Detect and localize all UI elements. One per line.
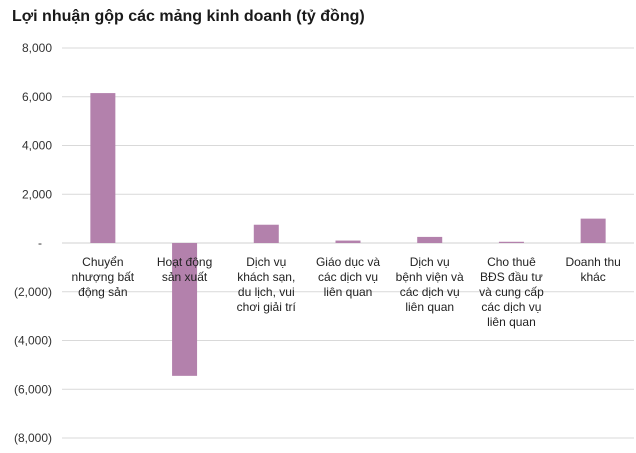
category-label: Chuyển nhượng bất động sản bbox=[72, 255, 135, 299]
y-tick-label: - bbox=[38, 236, 42, 250]
bar bbox=[580, 218, 606, 243]
category-label: Cho thuê BĐS đầu tư và cung cấp các dịch vụ… bbox=[479, 255, 544, 329]
category-label: Doanh thu khác bbox=[565, 255, 620, 284]
y-tick-label: (6,000) bbox=[14, 382, 52, 396]
category-label: Dịch vụ bệnh viện và các dịch vụ liên quan bbox=[396, 255, 464, 314]
y-tick-label: (2,000) bbox=[14, 285, 52, 299]
bar bbox=[90, 93, 116, 243]
bar bbox=[253, 224, 279, 243]
bar bbox=[172, 243, 198, 376]
y-axis-tick-labels: 8,000 6,000 4,000 2,000 - (2,000) (4,000) (6,00… bbox=[14, 41, 52, 445]
bar bbox=[417, 236, 443, 243]
y-tick-label: 4,000 bbox=[22, 139, 52, 153]
y-tick-label: 6,000 bbox=[22, 90, 52, 104]
y-tick-label: (8,000) bbox=[14, 431, 52, 445]
chart-title: Lợi nhuận gộp các mảng kinh doanh (tỷ đồ… bbox=[12, 8, 365, 25]
category-label: Dịch vụ khách sạn, du lịch, vui chơi giải t… bbox=[237, 255, 297, 314]
y-tick-label: (4,000) bbox=[14, 334, 52, 348]
category-labels: Chuyển nhượng bất động sản Hoạt động sản xuấ… bbox=[72, 255, 621, 329]
bars bbox=[90, 93, 606, 376]
bar bbox=[498, 241, 524, 243]
y-tick-label: 8,000 bbox=[22, 41, 52, 55]
category-label: Hoạt động sản xuất bbox=[157, 255, 212, 284]
y-tick-label: 2,000 bbox=[22, 187, 52, 201]
category-label: Giáo dục và các dịch vụ liên quan bbox=[316, 255, 380, 299]
bar bbox=[335, 240, 361, 243]
